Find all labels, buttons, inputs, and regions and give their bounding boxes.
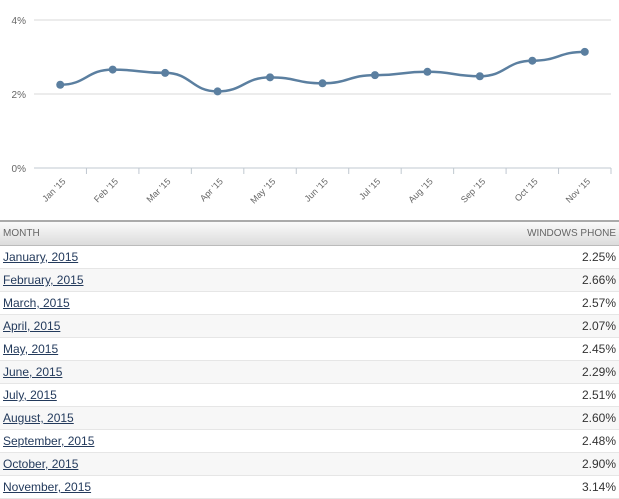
data-table: MONTH WINDOWS PHONE January, 2015 2.25% Fe… <box>0 220 619 499</box>
column-header-windows-phone: WINDOWS PHONE <box>313 220 619 246</box>
month-link[interactable]: August, 2015 <box>3 411 74 425</box>
month-cell: April, 2015 <box>0 314 314 338</box>
data-point[interactable] <box>475 72 484 81</box>
month-link[interactable]: March, 2015 <box>3 296 70 310</box>
month-link[interactable]: January, 2015 <box>3 250 79 264</box>
x-tick-label: Sep '15 <box>459 176 487 204</box>
month-cell: August, 2015 <box>0 406 314 430</box>
month-cell: November, 2015 <box>0 475 314 499</box>
y-tick-label: 0% <box>12 164 27 175</box>
value-cell: 2.66% <box>313 268 619 292</box>
table-row: April, 2015 2.07% <box>0 314 619 338</box>
value-cell: 2.45% <box>313 337 619 361</box>
data-point[interactable] <box>266 73 275 82</box>
x-tick-label: Jul '15 <box>357 176 382 201</box>
month-cell: June, 2015 <box>0 360 314 384</box>
month-link[interactable]: July, 2015 <box>3 388 57 402</box>
data-point[interactable] <box>528 56 537 65</box>
table-row: September, 2015 2.48% <box>0 429 619 453</box>
y-tick-label: 4% <box>12 16 27 27</box>
table-row: February, 2015 2.66% <box>0 268 619 292</box>
data-point[interactable] <box>423 67 432 76</box>
y-tick-label: 2% <box>12 90 27 101</box>
data-point[interactable] <box>213 87 222 96</box>
value-cell: 2.60% <box>313 406 619 430</box>
data-point[interactable] <box>108 65 117 74</box>
x-tick-label: Oct '15 <box>513 176 540 203</box>
month-link[interactable]: May, 2015 <box>3 342 59 356</box>
month-link[interactable]: October, 2015 <box>3 457 79 471</box>
month-cell: January, 2015 <box>0 245 314 269</box>
data-point[interactable] <box>56 80 65 89</box>
month-cell: July, 2015 <box>0 383 314 407</box>
x-tick-label: May '15 <box>248 176 277 205</box>
month-cell: March, 2015 <box>0 291 314 315</box>
month-link[interactable]: April, 2015 <box>3 319 61 333</box>
value-cell: 2.57% <box>313 291 619 315</box>
data-point[interactable] <box>318 79 327 88</box>
x-tick-label: Feb '15 <box>92 176 120 204</box>
value-cell: 2.90% <box>313 452 619 476</box>
table-row: March, 2015 2.57% <box>0 291 619 315</box>
table-row: August, 2015 2.60% <box>0 406 619 430</box>
column-header-month: MONTH <box>0 220 314 246</box>
data-point[interactable] <box>370 71 379 80</box>
value-cell: 2.29% <box>313 360 619 384</box>
x-tick-label: Mar '15 <box>144 176 172 204</box>
month-link[interactable]: February, 2015 <box>3 273 84 287</box>
data-point[interactable] <box>580 47 589 56</box>
x-tick-label: Jan '15 <box>40 176 67 203</box>
value-cell: 2.48% <box>313 429 619 453</box>
table-row: May, 2015 2.45% <box>0 337 619 361</box>
month-cell: February, 2015 <box>0 268 314 292</box>
month-link[interactable]: June, 2015 <box>3 365 63 379</box>
x-tick-label: Aug '15 <box>406 176 434 204</box>
value-cell: 3.14% <box>313 475 619 499</box>
x-tick-label: Nov '15 <box>564 176 592 204</box>
month-cell: May, 2015 <box>0 337 314 361</box>
x-tick-label: Jun '15 <box>303 176 330 203</box>
table-row: July, 2015 2.51% <box>0 383 619 407</box>
table-row: January, 2015 2.25% <box>0 245 619 269</box>
line-chart: 0% 2% 4% Jan '15 Feb '15 Mar '15 Apr '15 May '1… <box>12 16 612 206</box>
month-link[interactable]: September, 2015 <box>3 434 95 448</box>
month-link[interactable]: November, 2015 <box>3 480 92 494</box>
table-row: October, 2015 2.90% <box>0 452 619 476</box>
data-point[interactable] <box>161 68 170 77</box>
value-cell: 2.51% <box>313 383 619 407</box>
month-cell: October, 2015 <box>0 452 314 476</box>
x-tick-label: Apr '15 <box>198 176 225 203</box>
table-row: November, 2015 3.14% <box>0 475 619 499</box>
month-cell: September, 2015 <box>0 429 314 453</box>
table-row: June, 2015 2.29% <box>0 360 619 384</box>
value-cell: 2.07% <box>313 314 619 338</box>
value-cell: 2.25% <box>313 245 619 269</box>
